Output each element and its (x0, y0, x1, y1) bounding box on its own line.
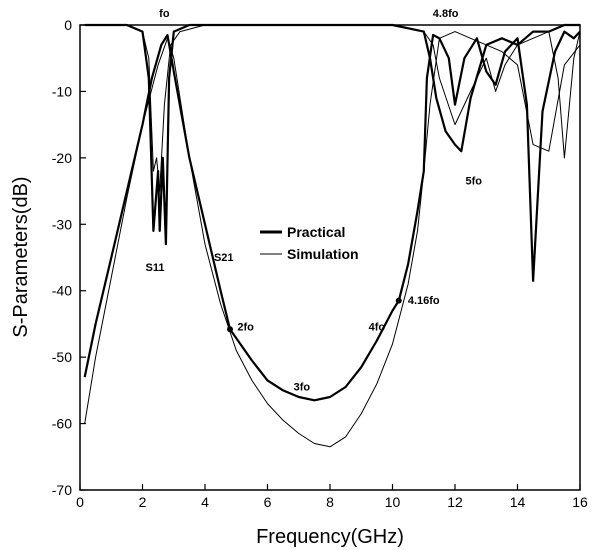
x-axis-title: Frequency(GHz) (256, 526, 404, 548)
series-simulation-s21-line (84, 31, 581, 448)
legend: Practical Simulation (260, 224, 359, 262)
y-tick-label: -60 (52, 416, 72, 432)
legend-label-practical: Practical (287, 224, 345, 240)
annotation-label: 4fo (369, 322, 386, 334)
x-tick-label: 16 (572, 494, 588, 510)
annotation-label: 4.8fo (433, 8, 459, 20)
x-axis-ticks (79, 484, 581, 490)
y-axis-tick-labels: 0 -10 -20 -30 -40 -50 -60 -70 (52, 17, 72, 498)
y-tick-label: 0 (64, 17, 72, 33)
annotations: fo 4.8fo 5fo S11 S21 2fo 3fo 4fo 4.16fo (146, 8, 483, 393)
y-axis-title: S-Parameters(dB) (10, 176, 32, 337)
x-tick-label: 4 (201, 494, 209, 510)
plot-area: fo 4.8fo 5fo S11 S21 2fo 3fo 4fo 4.16fo (79, 8, 581, 491)
series-practical-s11-line (84, 23, 580, 246)
annotation-label: 5fo (466, 175, 483, 187)
y-tick-label: -10 (52, 83, 72, 99)
y-tick-label: -20 (52, 150, 72, 166)
y-tick-label: -50 (52, 349, 72, 365)
x-tick-label: 2 (139, 494, 147, 510)
x-tick-label: 0 (76, 494, 84, 510)
x-tick-label: 14 (510, 494, 526, 510)
annotation-label: S21 (214, 252, 234, 264)
x-axis-tick-labels: 0 2 4 6 8 10 12 14 16 (76, 494, 588, 510)
annotation-label: 2fo (237, 322, 254, 334)
x-tick-label: 12 (447, 494, 463, 510)
markers (227, 297, 402, 333)
y-tick-label: -70 (52, 482, 72, 498)
annotation-label: 3fo (294, 381, 311, 393)
curves (83, 23, 581, 448)
annotation-label: 4.16fo (408, 295, 440, 307)
series-simulation-s11-line (84, 24, 581, 192)
x-tick-label: 6 (264, 494, 272, 510)
y-axis-ticks (80, 24, 86, 491)
y-tick-label: -30 (52, 216, 72, 232)
annotation-label: S11 (146, 262, 165, 274)
data-marker (227, 326, 233, 333)
legend-label-simulation: Simulation (287, 246, 359, 262)
data-marker (395, 297, 402, 304)
x-tick-label: 10 (385, 494, 401, 510)
x-tick-label: 8 (326, 494, 334, 510)
annotation-label: fo (159, 8, 170, 20)
y-tick-label: -40 (52, 283, 72, 299)
